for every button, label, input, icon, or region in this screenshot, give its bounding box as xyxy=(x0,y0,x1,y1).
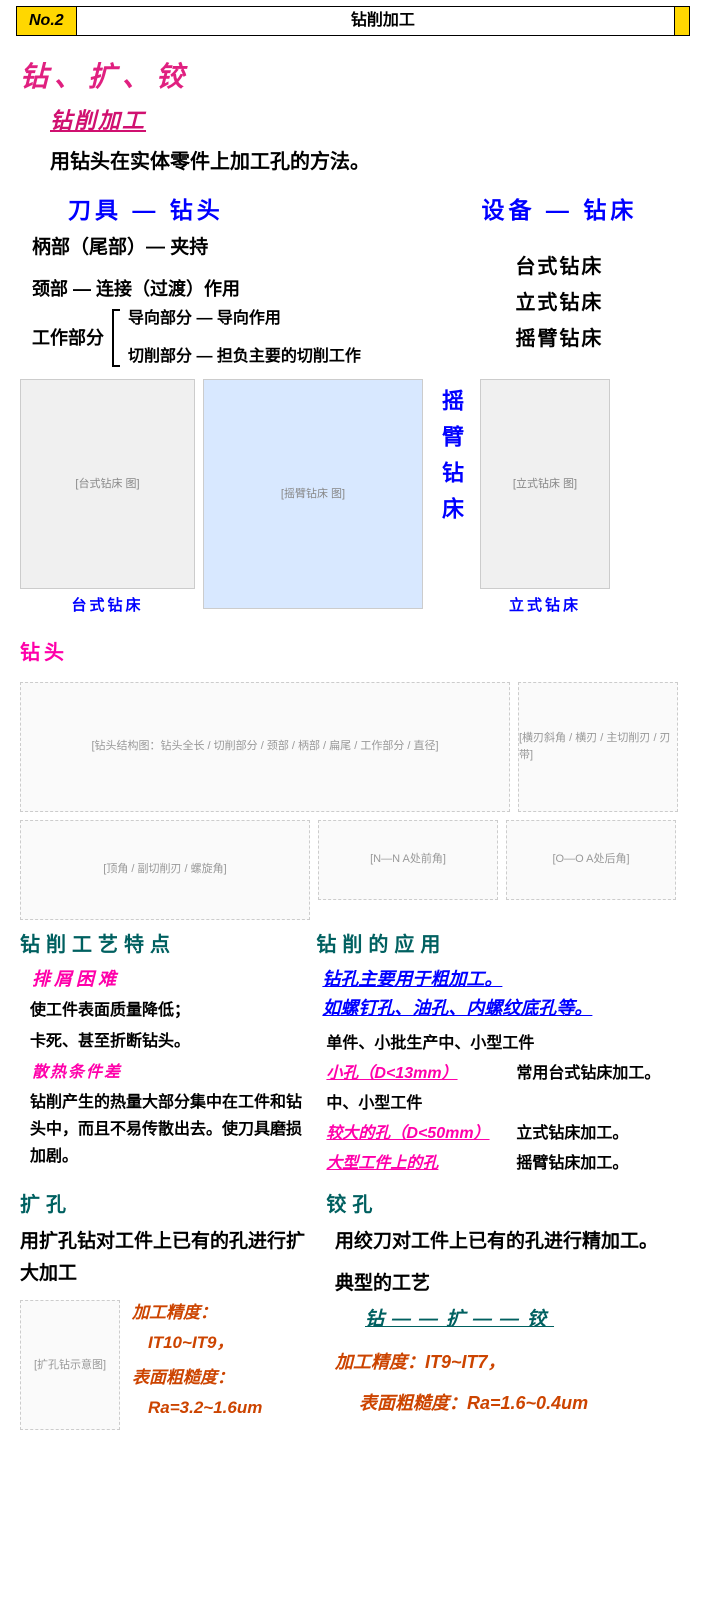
bench-drill-image: [台式钻床 图] xyxy=(20,379,195,589)
tool-equip-row: 刀具 — 钻头 柄部（尾部）— 夹持 颈部 — 连接（过渡）作用 工作部分 导向… xyxy=(20,193,686,369)
features-p1-title: 排屑困难 xyxy=(32,966,310,993)
drill-o-section-diagram: [O—O A处后角] xyxy=(506,820,676,900)
drill-n-section-diagram: [N—N A处前角] xyxy=(318,820,498,900)
tool-work-parts: 导向部分 — 导向作用 切削部分 — 担负主要的切削工作 xyxy=(128,307,361,369)
app-g0-l: 单件、小批生产中、小型工件 xyxy=(326,1032,686,1056)
tool-work-block: 工作部分 导向部分 — 导向作用 切削部分 — 担负主要的切削工作 xyxy=(20,307,433,369)
bottom-row: 用扩孔钻对工件上已有的孔进行扩大加工 [扩孔钻示意图] 加工精度： IT10~I… xyxy=(0,1226,706,1451)
tool-cut: 切削部分 — 担负主要的切削工作 xyxy=(128,345,361,369)
kuo-prec-val: IT10~IT9， xyxy=(148,1330,262,1356)
kuo-diagram: [扩孔钻示意图] xyxy=(20,1300,120,1430)
bench-drill-caption: 台式钻床 xyxy=(71,595,143,618)
app-column: 钻削的应用 钻孔主要用于粗加工。 如螺钉孔、油孔、内螺纹底孔等。 单件、小批生产… xyxy=(316,930,686,1176)
kuo-heading: 扩孔 xyxy=(20,1190,326,1220)
drill-head: 钻头 xyxy=(20,638,706,668)
jiao-prec: 加工精度：IT9~IT7， xyxy=(335,1349,686,1376)
kuo-jiao-heading-row: 扩孔 铰孔 xyxy=(0,1176,706,1226)
features-p2-title: 散热条件差 xyxy=(32,1061,310,1085)
machine-images-row: [台式钻床 图] 台式钻床 [摇臂钻床 图] 摇臂钻床 [立式钻床 图] 立式钻… xyxy=(0,369,706,628)
jiao-typical: 钻——扩——铰 xyxy=(365,1306,686,1335)
equip-list: 台式钻床 立式钻床 摇臂钻床 xyxy=(433,252,686,354)
equip-heading: 设备 — 钻床 xyxy=(433,193,686,228)
main-title: 钻、扩、铰 xyxy=(20,56,686,98)
app-line2: 如螺钉孔、油孔、内螺纹底孔等。 xyxy=(322,995,686,1022)
diagram-area: [钻头结构图：钻头全长 / 切削部分 / 颈部 / 柄部 / 扁尾 / 工作部分… xyxy=(0,678,706,924)
drill-structure-diagram: [钻头结构图：钻头全长 / 切削部分 / 颈部 / 柄部 / 扁尾 / 工作部分… xyxy=(20,682,510,812)
features-column: 钻削工艺特点 排屑困难 使工件表面质量降低； 卡死、甚至折断钻头。 散热条件差 … xyxy=(20,930,310,1176)
features-heading: 钻削工艺特点 xyxy=(20,930,310,960)
app-g1-r: 常用台式钻床加工。 xyxy=(516,1062,686,1086)
vertical-drill-caption: 立式钻床 xyxy=(509,595,581,618)
equip-column: 设备 — 钻床 台式钻床 立式钻床 摇臂钻床 xyxy=(433,193,686,369)
equip-item: 立式钻床 xyxy=(433,288,686,318)
app-g3-r: 立式钻床加工。 xyxy=(516,1122,686,1146)
app-g2-l: 中、小型工件 xyxy=(326,1092,686,1116)
tool-heading: 刀具 — 钻头 xyxy=(68,193,433,228)
kuo-ra-val: Ra=3.2~1.6um xyxy=(148,1395,262,1421)
app-g3-l: 较大的孔（D<50mm） xyxy=(326,1122,506,1146)
app-grid: 单件、小批生产中、小型工件 小孔（D<13mm） 常用台式钻床加工。 中、小型工… xyxy=(326,1032,686,1176)
jiao-ra: 表面粗糙度：Ra=1.6~0.4um xyxy=(359,1390,686,1417)
tool-column: 刀具 — 钻头 柄部（尾部）— 夹持 颈部 — 连接（过渡）作用 工作部分 导向… xyxy=(20,193,433,369)
app-heading: 钻削的应用 xyxy=(316,930,686,960)
features-p1-l2: 卡死、甚至折断钻头。 xyxy=(30,1028,310,1055)
app-g4-r: 摇臂钻床加工。 xyxy=(516,1152,686,1176)
tool-neck: 颈部 — 连接（过渡）作用 xyxy=(32,276,433,303)
app-g4-l: 大型工件上的孔 xyxy=(326,1152,506,1176)
vertical-drill-image: [立式钻床 图] xyxy=(480,379,610,589)
tool-guide: 导向部分 — 导向作用 xyxy=(128,307,361,331)
drill-angle-circle-diagram: [横刃斜角 / 横刃 / 主切削刃 / 刃带] xyxy=(518,682,678,812)
sub-title: 钻削加工 xyxy=(50,104,686,137)
features-p2-body: 钻削产生的热量大部分集中在工件和钻头中，而且不易传散出去。使刀具磨损加剧。 xyxy=(30,1089,310,1171)
radial-drill-label: 摇臂钻床 xyxy=(431,379,472,543)
kuo-spec: 加工精度： IT10~IT9， 表面粗糙度： Ra=3.2~1.6um xyxy=(132,1300,262,1420)
tool-shank: 柄部（尾部）— 夹持 xyxy=(32,234,433,263)
jiao-typical-label: 典型的工艺 xyxy=(335,1270,686,1299)
radial-drill-image: [摇臂钻床 图] xyxy=(203,379,423,609)
app-g1-l: 小孔（D<13mm） xyxy=(326,1062,506,1086)
drill-tip-diagram: [顶角 / 副切削刃 / 螺旋角] xyxy=(20,820,310,920)
radial-drill-box: [摇臂钻床 图] xyxy=(203,379,423,609)
definition-text: 用钻头在实体零件上加工孔的方法。 xyxy=(50,147,686,177)
jiao-heading: 铰孔 xyxy=(326,1190,686,1220)
equip-item: 台式钻床 xyxy=(433,252,686,282)
section-header: No.2 钻削加工 xyxy=(16,6,690,36)
app-line1: 钻孔主要用于粗加工。 xyxy=(322,966,686,993)
tool-work-label: 工作部分 xyxy=(32,325,104,352)
jiao-body: 用绞刀对工件上已有的孔进行精加工。 xyxy=(335,1226,686,1258)
kuo-ra-label: 表面粗糙度： xyxy=(132,1365,262,1391)
bench-drill-box: [台式钻床 图] 台式钻床 xyxy=(20,379,195,618)
section-title: 钻削加工 xyxy=(77,6,690,36)
features-app-row: 钻削工艺特点 排屑困难 使工件表面质量降低； 卡死、甚至折断钻头。 散热条件差 … xyxy=(0,924,706,1176)
jiao-column: 用绞刀对工件上已有的孔进行精加工。 典型的工艺 钻——扩——铰 加工精度：IT9… xyxy=(335,1226,686,1431)
equip-item: 摇臂钻床 xyxy=(433,324,686,354)
section-number: No.2 xyxy=(16,6,77,36)
kuo-column: 用扩孔钻对工件上已有的孔进行扩大加工 [扩孔钻示意图] 加工精度： IT10~I… xyxy=(20,1226,319,1431)
kuo-body: 用扩孔钻对工件上已有的孔进行扩大加工 xyxy=(20,1226,319,1291)
features-p1-l1: 使工件表面质量降低； xyxy=(30,997,310,1024)
vertical-drill-box: [立式钻床 图] 立式钻床 xyxy=(480,379,610,618)
kuo-prec-label: 加工精度： xyxy=(132,1300,262,1326)
